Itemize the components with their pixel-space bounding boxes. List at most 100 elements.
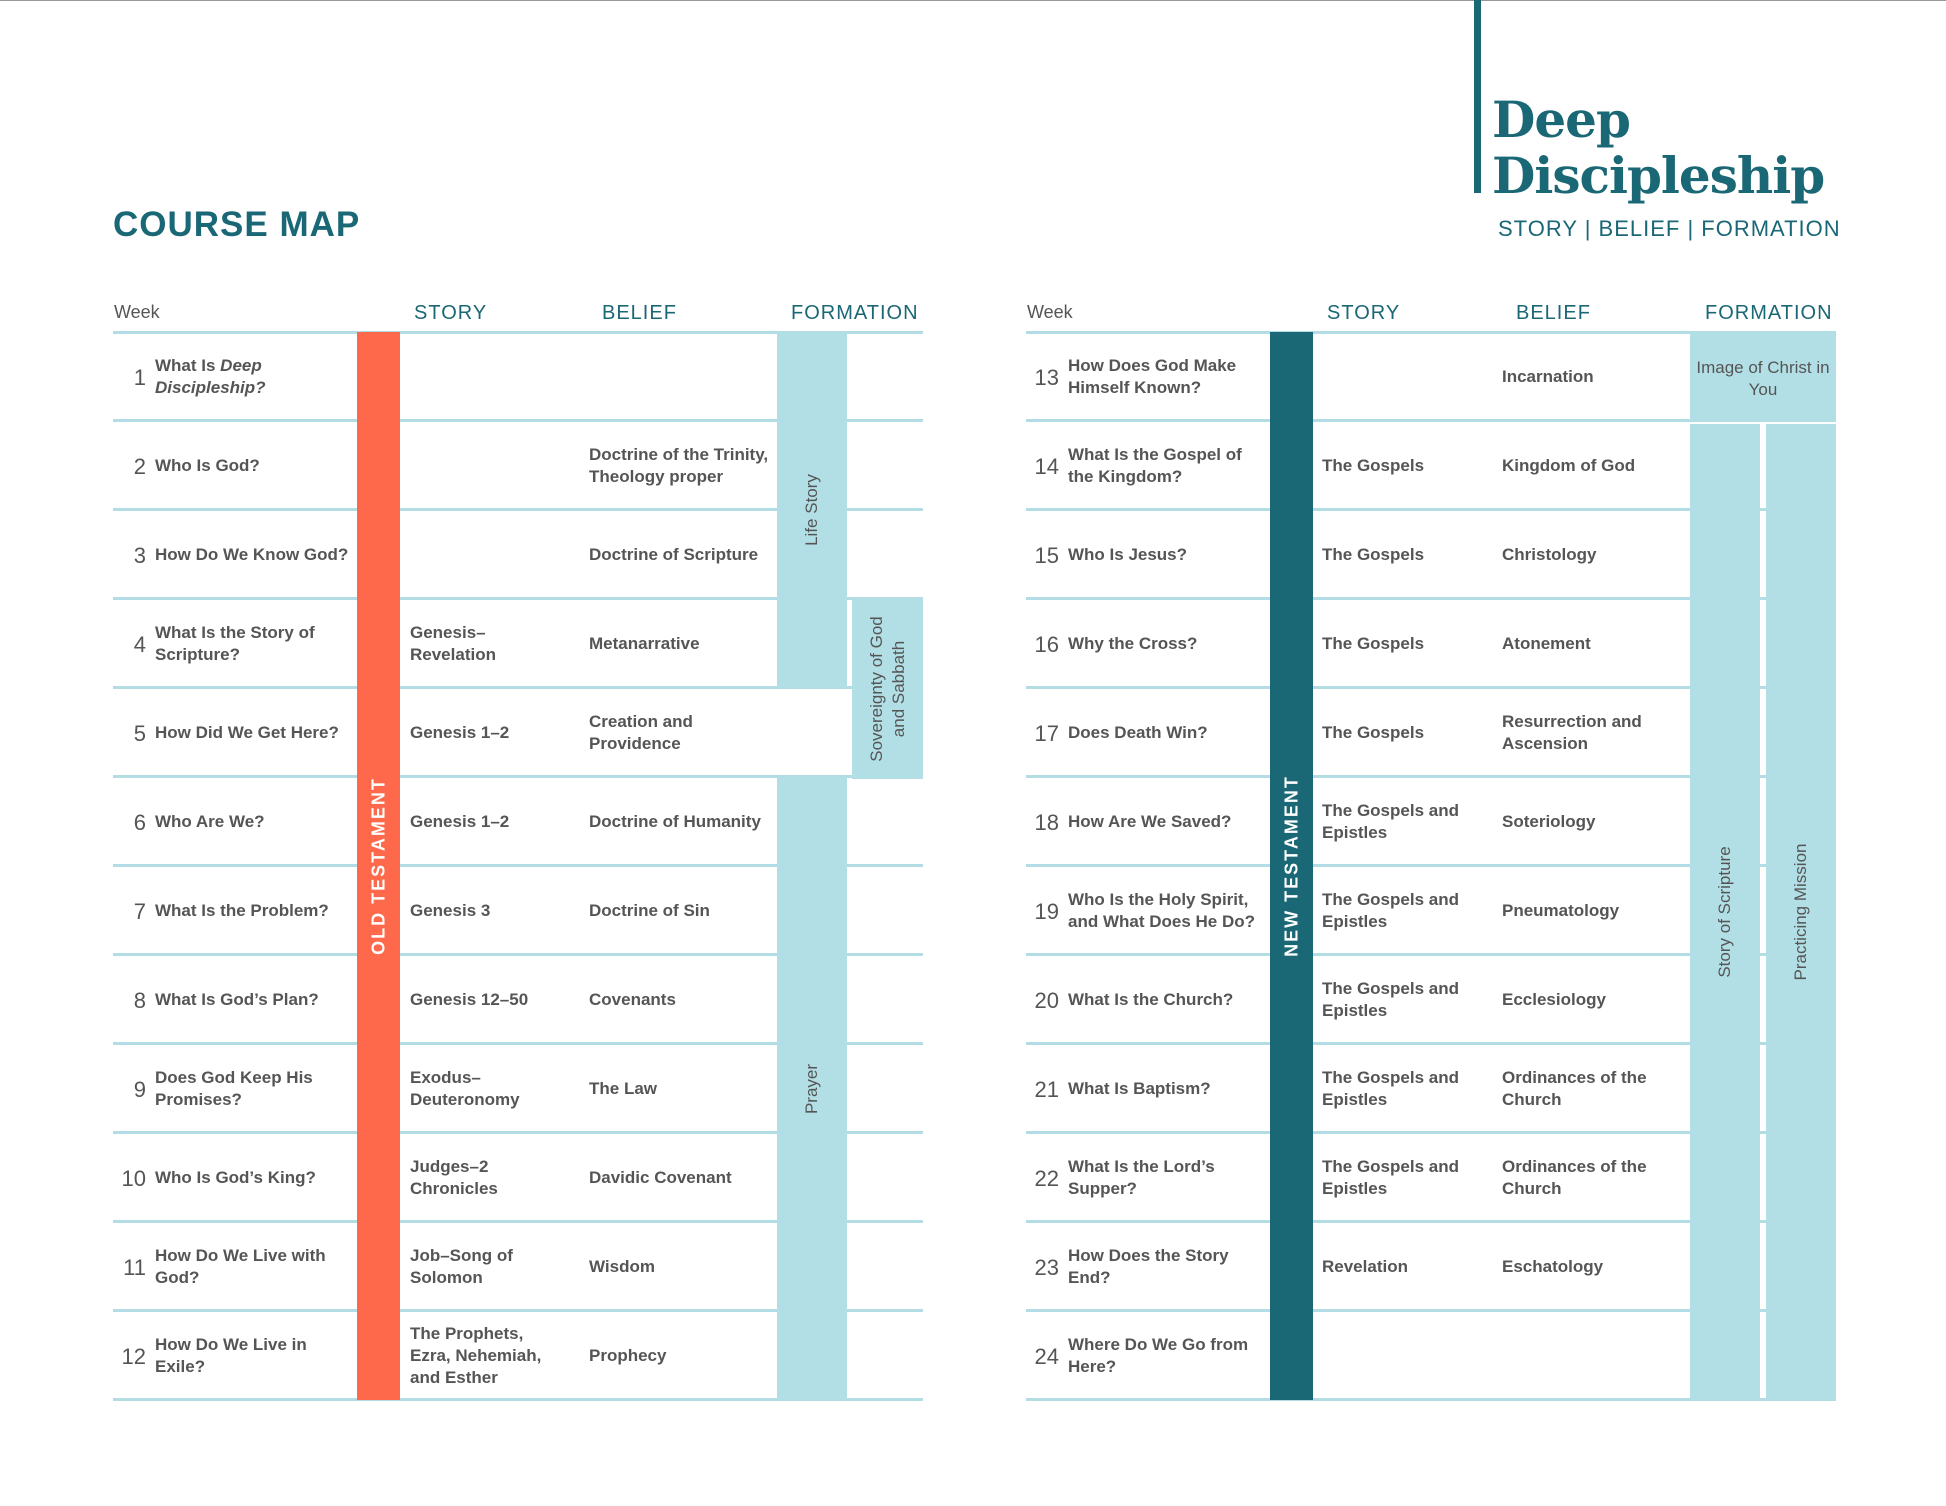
practicing-mission-bar: Practicing Mission bbox=[1766, 424, 1836, 1400]
week-number: 2 bbox=[133, 453, 146, 479]
week-number: 24 bbox=[1034, 1343, 1059, 1369]
prayer-label: Prayer bbox=[802, 1063, 821, 1114]
belief-cell: Creation and Providence bbox=[589, 711, 693, 753]
table-row-divider bbox=[1026, 1398, 1836, 1401]
table-row-divider bbox=[113, 508, 923, 511]
practicing-mission-label: Practicing Mission bbox=[1791, 843, 1810, 981]
left-header-story: STORY bbox=[414, 302, 488, 324]
story-cell: The Gospels bbox=[1322, 544, 1425, 564]
new-testament-bar: NEW TESTAMENT bbox=[1270, 332, 1313, 1400]
belief-cell: Pneumatology bbox=[1502, 900, 1620, 920]
table-row-divider bbox=[113, 1042, 923, 1045]
story-cell: Genesis 1–2 bbox=[410, 722, 510, 742]
week-number: 4 bbox=[133, 631, 146, 657]
belief-cell: Christology bbox=[1502, 544, 1597, 564]
table-row-divider bbox=[113, 864, 923, 867]
right-header-formation: FORMATION bbox=[1705, 302, 1833, 324]
week-title: How Do We Live with God? bbox=[155, 1245, 326, 1287]
week-title: Does Death Win? bbox=[1068, 722, 1208, 742]
brand-accent-bar bbox=[1474, 0, 1481, 193]
story-cell: The Gospels and Epistles bbox=[1322, 978, 1459, 1020]
belief-cell: Ordinances of the Church bbox=[1502, 1156, 1647, 1198]
week-number: 18 bbox=[1034, 809, 1059, 835]
brand-logo: Deep Discipleship bbox=[1492, 92, 1825, 205]
story-cell: The Gospels and Epistles bbox=[1322, 1156, 1459, 1198]
week-title: How Does God Make Himself Known? bbox=[1068, 355, 1237, 397]
sovereignty-label: Sovereignty of God and Sabbath bbox=[866, 616, 908, 762]
table-header-rule bbox=[113, 331, 923, 334]
story-of-scripture-bar: Story of Scripture bbox=[1690, 424, 1760, 1400]
week-title-emphasis: Deep bbox=[220, 355, 262, 375]
image-of-christ-label: Image of Christ in You bbox=[1696, 358, 1830, 399]
table-row-divider bbox=[1026, 1131, 1836, 1134]
week-number: 5 bbox=[133, 720, 146, 746]
belief-cell: Ordinances of the Church bbox=[1502, 1067, 1647, 1109]
table-header-rule bbox=[1026, 331, 1836, 334]
belief-cell: Wisdom bbox=[589, 1256, 655, 1276]
story-cell: Job–Song of Solomon bbox=[410, 1245, 513, 1287]
belief-cell: The Law bbox=[589, 1078, 658, 1098]
image-of-christ-box: Image of Christ in You bbox=[1690, 332, 1836, 420]
week-number: 19 bbox=[1034, 898, 1059, 924]
story-cell: Genesis 1–2 bbox=[410, 811, 510, 831]
week-title: How Did We Get Here? bbox=[155, 722, 339, 742]
belief-cell: Davidic Covenant bbox=[589, 1167, 732, 1187]
table-row-divider bbox=[113, 953, 923, 956]
table-row-divider bbox=[1026, 597, 1836, 600]
week-number: 14 bbox=[1034, 453, 1059, 479]
story-cell: Genesis 12–50 bbox=[410, 989, 529, 1009]
week-title: Who Are We? bbox=[155, 811, 265, 831]
week-title: How Do We Know God? bbox=[155, 544, 349, 564]
table-row-divider bbox=[113, 1309, 923, 1312]
belief-cell: Soteriology bbox=[1502, 811, 1596, 831]
week-title: What Is the Story of Scripture? bbox=[155, 622, 315, 664]
belief-cell: Eschatology bbox=[1502, 1256, 1604, 1276]
story-cell: The Gospels bbox=[1322, 722, 1425, 742]
top-rule bbox=[0, 0, 1946, 1]
week-title: Does God Keep His Promises? bbox=[155, 1067, 313, 1109]
story-cell: Judges–2 Chronicles bbox=[410, 1156, 498, 1198]
table-row-divider bbox=[1026, 953, 1836, 956]
belief-cell: Atonement bbox=[1502, 633, 1591, 653]
table-row-divider bbox=[1026, 775, 1836, 778]
belief-cell: Incarnation bbox=[1502, 366, 1594, 386]
week-number: 15 bbox=[1034, 542, 1059, 568]
left-header-belief: BELIEF bbox=[602, 302, 677, 324]
week-title: Who Is God’s King? bbox=[155, 1167, 316, 1187]
belief-cell: Doctrine of Humanity bbox=[589, 811, 761, 831]
story-cell: Genesis 3 bbox=[410, 900, 491, 920]
table-row-divider bbox=[113, 1220, 923, 1223]
week-title: How Are We Saved? bbox=[1068, 811, 1232, 831]
belief-cell: Ecclesiology bbox=[1502, 989, 1606, 1009]
belief-cell: Doctrine of the Trinity, Theology proper bbox=[589, 444, 769, 486]
story-cell: The Gospels and Epistles bbox=[1322, 800, 1459, 842]
left-header-formation: FORMATION bbox=[791, 302, 919, 324]
week-number: 1 bbox=[133, 364, 146, 390]
week-title-emphasis: Discipleship? bbox=[155, 377, 266, 397]
brand-title-line2: Discipleship bbox=[1492, 146, 1825, 205]
story-cell: The Gospels and Epistles bbox=[1322, 889, 1459, 931]
story-cell: Exodus–Deuteronomy bbox=[410, 1067, 520, 1109]
week-title: What Is the Lord’s Supper? bbox=[1068, 1156, 1215, 1198]
table-row-divider bbox=[113, 597, 923, 600]
story-cell: Revelation bbox=[1322, 1256, 1408, 1276]
life-story-bar: Life Story bbox=[777, 332, 847, 688]
week-number: 7 bbox=[133, 898, 146, 924]
story-cell: The Gospels and Epistles bbox=[1322, 1067, 1459, 1109]
brand-subtitle: STORY | BELIEF | FORMATION bbox=[1498, 216, 1841, 241]
belief-cell: Kingdom of God bbox=[1502, 455, 1636, 475]
week-number: 3 bbox=[133, 542, 146, 568]
week-number: 11 bbox=[123, 1254, 146, 1280]
story-cell: The Gospels bbox=[1322, 455, 1425, 475]
week-title: What Is Baptism? bbox=[1068, 1078, 1211, 1098]
week-title: Who Is Jesus? bbox=[1068, 544, 1188, 564]
week-number: 23 bbox=[1034, 1254, 1059, 1280]
table-row-divider bbox=[113, 1131, 923, 1134]
belief-cell: Metanarrative bbox=[589, 633, 700, 653]
right-header-story: STORY bbox=[1327, 302, 1401, 324]
belief-cell: Prophecy bbox=[589, 1345, 667, 1365]
week-number: 13 bbox=[1034, 364, 1059, 390]
week-title: What Is the Gospel of the Kingdom? bbox=[1068, 444, 1242, 486]
story-cell: The Gospels bbox=[1322, 633, 1425, 653]
table-row-divider bbox=[1026, 864, 1836, 867]
